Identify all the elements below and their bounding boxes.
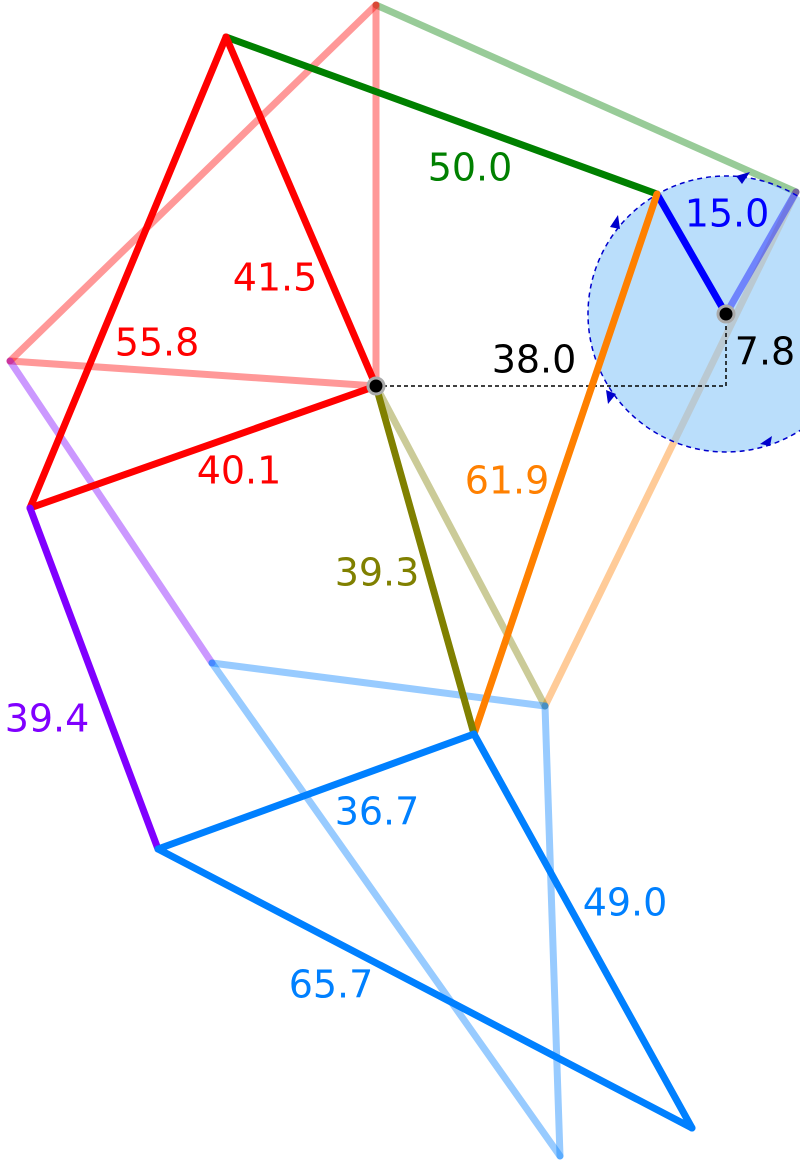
faded-link <box>372 382 549 710</box>
link <box>470 190 661 738</box>
length-label: 15.0 <box>685 192 770 236</box>
crank-pivot <box>716 304 736 324</box>
length-label: 50.0 <box>428 146 513 190</box>
length-label: 38.0 <box>492 338 577 382</box>
link <box>26 33 230 512</box>
length-label: 41.5 <box>233 256 318 300</box>
link <box>154 845 696 1132</box>
offset-dims <box>376 314 727 387</box>
length-label: 65.7 <box>289 963 374 1007</box>
faded-link <box>6 1 380 365</box>
faded-link <box>6 357 380 390</box>
length-label: 39.4 <box>5 697 90 741</box>
link <box>372 382 478 738</box>
length-label: 36.7 <box>335 790 420 834</box>
fixed-pivot <box>366 376 386 396</box>
link <box>154 730 478 853</box>
link <box>26 382 380 512</box>
labels: 50.0 15.0 41.5 55.8 38.0 7.8 40.1 61.9 3… <box>5 146 796 1007</box>
link <box>222 33 661 198</box>
link <box>222 33 380 390</box>
faded-link <box>6 357 216 667</box>
faded-link <box>541 702 564 1160</box>
crank <box>653 190 730 318</box>
faded-link <box>208 659 564 1160</box>
linkage <box>26 33 730 1132</box>
faded-crank <box>722 188 800 318</box>
faded-link <box>372 1 800 196</box>
length-label: 61.9 <box>465 459 550 503</box>
length-label: 7.8 <box>735 330 795 374</box>
link <box>26 504 162 853</box>
link <box>470 730 696 1132</box>
length-label: 49.0 <box>583 881 668 925</box>
length-label: 55.8 <box>115 321 200 365</box>
crank-path <box>587 175 800 453</box>
length-label: 39.3 <box>335 551 420 595</box>
length-label: 40.1 <box>197 449 282 493</box>
